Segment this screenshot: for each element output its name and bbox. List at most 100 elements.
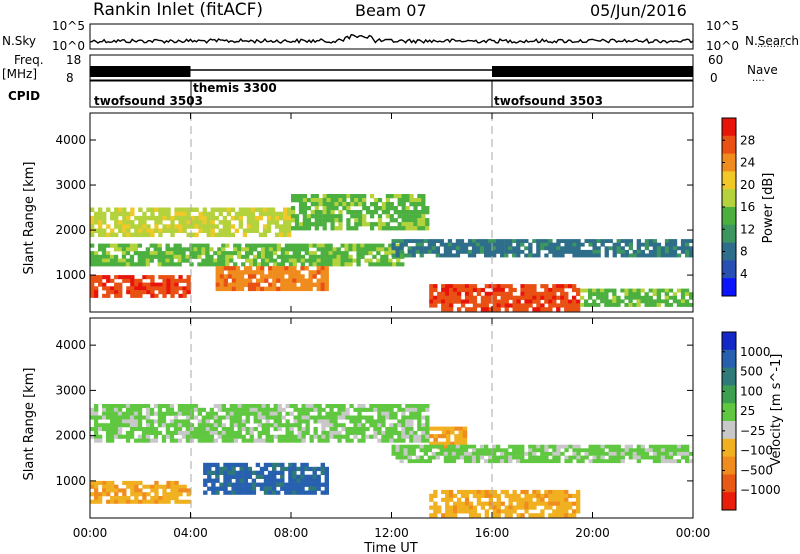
heatmap-cell bbox=[600, 451, 605, 456]
heatmap-cell bbox=[453, 509, 458, 514]
heatmap-cell bbox=[262, 207, 268, 212]
heatmap-cell bbox=[141, 427, 147, 432]
heatmap-cell bbox=[189, 262, 194, 267]
heatmap-cell bbox=[113, 407, 119, 412]
heatmap-cell bbox=[213, 262, 218, 267]
heatmap-cell bbox=[524, 501, 529, 506]
heatmap-cell bbox=[98, 254, 103, 259]
heatmap-cell bbox=[524, 295, 529, 300]
heatmap-cell bbox=[524, 287, 529, 293]
heatmap-cell bbox=[98, 496, 103, 501]
heatmap-cell bbox=[425, 404, 430, 409]
heatmap-cell bbox=[154, 228, 159, 233]
heatmap-cell bbox=[548, 505, 553, 510]
heatmap-cell bbox=[433, 513, 438, 518]
heatmap-cell bbox=[407, 444, 412, 449]
heatmap-cell bbox=[110, 228, 115, 233]
colorbar-swatch bbox=[722, 332, 736, 351]
heatmap-cell bbox=[141, 415, 147, 420]
heatmap-cell bbox=[129, 407, 135, 412]
heatmap-cell bbox=[125, 251, 131, 256]
heatmap-cell bbox=[150, 228, 155, 233]
heatmap-cell bbox=[277, 415, 282, 420]
heatmap-cell bbox=[291, 206, 296, 211]
heatmap-cell bbox=[150, 488, 155, 493]
heatmap-cell bbox=[660, 249, 666, 254]
heatmap-cell bbox=[218, 220, 223, 225]
heatmap-cell bbox=[219, 278, 224, 283]
heatmap-cell bbox=[320, 243, 325, 248]
heatmap-cell bbox=[291, 226, 296, 231]
heatmap-cell bbox=[588, 451, 593, 456]
heatmap-cell bbox=[536, 291, 541, 296]
heatmap-cell bbox=[325, 434, 330, 439]
heatmap-cell bbox=[488, 242, 493, 247]
heatmap-cell bbox=[576, 291, 581, 296]
heatmap-cell bbox=[118, 293, 123, 298]
heatmap-cell bbox=[488, 253, 493, 258]
heatmap-cell bbox=[407, 246, 412, 251]
heatmap-cell bbox=[239, 474, 244, 479]
heatmap-cell bbox=[532, 489, 537, 495]
y-tick-label: 1000 bbox=[55, 268, 86, 282]
heatmap-cell bbox=[373, 419, 378, 424]
heatmap-cell bbox=[158, 232, 163, 238]
heatmap-cell bbox=[318, 210, 323, 215]
heatmap-cell bbox=[267, 478, 273, 483]
heatmap-cell bbox=[524, 459, 529, 464]
heatmap-cell bbox=[492, 493, 497, 498]
heatmap-cell bbox=[340, 251, 345, 256]
heatmap-cell bbox=[644, 455, 650, 460]
heatmap-cell bbox=[484, 303, 489, 308]
heatmap-cell bbox=[181, 404, 187, 409]
heatmap-cell bbox=[425, 407, 430, 412]
heatmap-cell bbox=[484, 291, 489, 296]
heatmap-cell bbox=[169, 258, 174, 263]
heatmap-cell bbox=[250, 211, 256, 217]
heatmap-cell bbox=[644, 451, 650, 456]
heatmap-cell bbox=[118, 275, 123, 280]
heatmap-cell bbox=[272, 282, 277, 287]
heatmap-cell bbox=[381, 415, 386, 420]
heatmap-cell bbox=[260, 254, 266, 259]
heatmap-cell bbox=[213, 427, 218, 432]
heatmap-cell bbox=[329, 423, 334, 428]
heatmap-cell bbox=[197, 407, 202, 412]
heatmap-cell bbox=[636, 295, 641, 300]
heatmap-cell bbox=[129, 419, 135, 424]
heatmap-cell bbox=[268, 270, 273, 275]
heatmap-cell bbox=[457, 284, 462, 289]
heatmap-cell bbox=[249, 247, 254, 252]
heatmap-cell bbox=[340, 243, 345, 248]
heatmap-cell bbox=[427, 242, 432, 247]
heatmap-cell bbox=[142, 499, 147, 504]
heatmap-cell bbox=[449, 287, 454, 293]
heatmap-cell bbox=[668, 459, 674, 464]
heatmap-cell bbox=[520, 291, 525, 296]
heatmap-cell bbox=[98, 438, 103, 443]
heatmap-cell bbox=[330, 198, 335, 203]
heatmap-cell bbox=[548, 287, 553, 293]
heatmap-cell bbox=[296, 482, 301, 487]
heatmap-cell bbox=[652, 455, 658, 460]
heatmap-cell bbox=[433, 426, 438, 431]
heatmap-cell bbox=[173, 251, 178, 256]
heatmap-cell bbox=[264, 251, 270, 256]
heatmap-cell bbox=[636, 299, 641, 304]
heatmap-cell bbox=[221, 423, 226, 428]
heatmap-cell bbox=[170, 215, 175, 221]
heatmap-cell bbox=[273, 404, 278, 409]
heatmap-cell bbox=[548, 303, 553, 308]
heatmap-cell bbox=[346, 206, 351, 211]
heatmap-cell bbox=[260, 286, 265, 292]
heatmap-cell bbox=[417, 423, 422, 428]
heatmap-cell bbox=[321, 427, 326, 432]
heatmap-cell bbox=[109, 258, 115, 263]
heatmap-cell bbox=[237, 427, 242, 432]
heatmap-cell bbox=[266, 228, 272, 233]
heatmap-cell bbox=[624, 249, 629, 254]
heatmap-cell bbox=[173, 415, 179, 420]
heatmap-cell bbox=[357, 411, 362, 416]
heatmap-cell bbox=[296, 270, 301, 275]
heatmap-cell bbox=[492, 249, 497, 254]
